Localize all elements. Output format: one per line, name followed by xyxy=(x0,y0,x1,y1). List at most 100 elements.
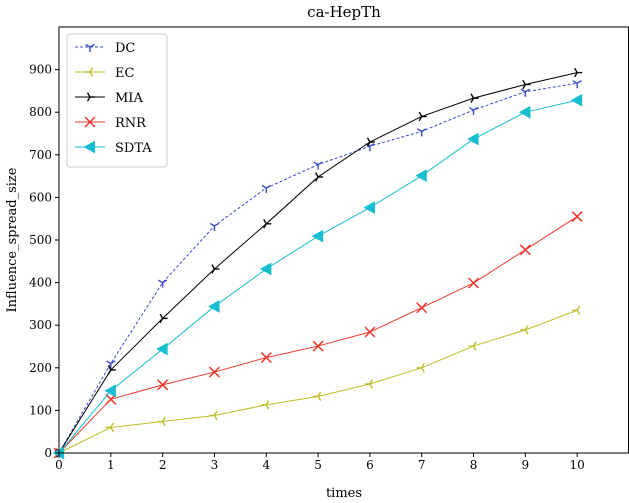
marker-stroke xyxy=(89,67,94,73)
marker-stroke xyxy=(522,84,526,90)
data-point xyxy=(261,400,270,410)
data-point xyxy=(470,93,479,103)
legend-entry: SDTA xyxy=(75,140,152,156)
data-point xyxy=(85,67,94,77)
marker-stroke xyxy=(314,176,319,182)
data-point xyxy=(157,279,168,288)
legend-box xyxy=(66,33,168,168)
x-tick-label: 5 xyxy=(314,458,322,472)
marker-shape xyxy=(259,262,272,276)
data-point xyxy=(468,341,477,351)
series-line xyxy=(58,309,578,454)
data-point xyxy=(107,365,116,375)
data-point xyxy=(157,416,166,427)
marker-shape xyxy=(207,300,220,313)
data-point xyxy=(260,352,272,364)
data-point xyxy=(84,116,96,128)
marker-stroke xyxy=(416,302,428,314)
legend-label: RNR xyxy=(115,116,147,131)
data-point xyxy=(313,391,322,402)
marker-shape xyxy=(104,384,116,398)
y-tick-label: 700 xyxy=(29,148,52,162)
data-point xyxy=(520,88,531,97)
marker-shape xyxy=(156,342,168,356)
series-rnr xyxy=(53,211,583,459)
marker-shape xyxy=(363,201,375,215)
marker-stroke xyxy=(470,97,475,103)
chart-title: ca-HepTh xyxy=(307,3,381,21)
marker-stroke xyxy=(265,400,270,406)
marker-stroke xyxy=(519,244,531,256)
marker-stroke xyxy=(576,309,581,315)
marker-stroke xyxy=(211,264,216,270)
marker-stroke xyxy=(369,383,374,389)
marker-stroke xyxy=(317,161,323,166)
marker-stroke xyxy=(263,219,267,225)
marker-stroke xyxy=(421,363,425,369)
data-point xyxy=(314,172,324,182)
x-tick-label: 3 xyxy=(211,458,219,472)
data-point xyxy=(518,105,531,119)
marker-stroke xyxy=(260,352,272,364)
data-point xyxy=(522,79,531,90)
marker-shape xyxy=(518,105,531,119)
marker-stroke xyxy=(574,67,578,73)
legend-entry: EC xyxy=(75,66,134,81)
marker-stroke xyxy=(421,128,427,132)
data-point xyxy=(209,410,218,421)
data-point xyxy=(157,379,169,391)
marker-stroke xyxy=(472,345,477,351)
data-point xyxy=(572,305,581,315)
data-point xyxy=(159,313,168,324)
data-point xyxy=(570,93,583,107)
data-point xyxy=(156,342,168,356)
data-point xyxy=(415,169,427,183)
marker-stroke xyxy=(106,360,112,365)
marker-stroke xyxy=(524,329,529,335)
marker-stroke xyxy=(524,325,529,331)
y-tick-label: 800 xyxy=(29,105,52,119)
marker-stroke xyxy=(366,137,371,143)
y-tick-label: 500 xyxy=(29,233,52,247)
marker-stroke xyxy=(162,421,166,427)
marker-stroke xyxy=(159,318,164,324)
marker-stroke xyxy=(366,141,371,147)
x-tick-label: 1 xyxy=(107,458,115,472)
marker-shape xyxy=(467,132,479,146)
data-point xyxy=(106,360,116,369)
marker-stroke xyxy=(107,369,112,375)
marker-stroke xyxy=(107,365,112,371)
data-point xyxy=(574,67,583,78)
legend: DC EC MIA RNR SDTA xyxy=(66,33,168,168)
x-tick-label: 4 xyxy=(262,458,270,472)
y-tick-label: 900 xyxy=(29,63,52,77)
marker-stroke xyxy=(473,106,479,111)
y-tick-label: 100 xyxy=(29,403,52,417)
marker-stroke xyxy=(313,161,319,166)
series-sdta xyxy=(52,93,583,460)
marker-stroke xyxy=(472,341,477,347)
marker-stroke xyxy=(211,268,216,274)
marker-stroke xyxy=(157,279,163,284)
data-point xyxy=(364,379,374,389)
marker-stroke xyxy=(110,360,116,365)
data-point xyxy=(416,363,425,373)
marker-shape xyxy=(570,93,583,107)
marker-stroke xyxy=(576,305,581,311)
marker-stroke xyxy=(157,379,169,391)
marker-shape xyxy=(415,169,427,183)
marker-stroke xyxy=(213,410,218,416)
data-point xyxy=(313,161,323,170)
marker-stroke xyxy=(86,96,91,102)
data-point xyxy=(416,302,428,314)
legend-label: MIA xyxy=(115,91,143,106)
data-point xyxy=(104,384,116,398)
data-point xyxy=(363,201,375,215)
x-tick-label: 0 xyxy=(55,458,63,472)
x-tick-label: 7 xyxy=(418,458,426,472)
series-line xyxy=(58,216,578,454)
marker-stroke xyxy=(84,116,96,128)
legend-label: DC xyxy=(115,41,135,56)
marker-stroke xyxy=(208,366,220,378)
marker-stroke xyxy=(110,422,114,428)
